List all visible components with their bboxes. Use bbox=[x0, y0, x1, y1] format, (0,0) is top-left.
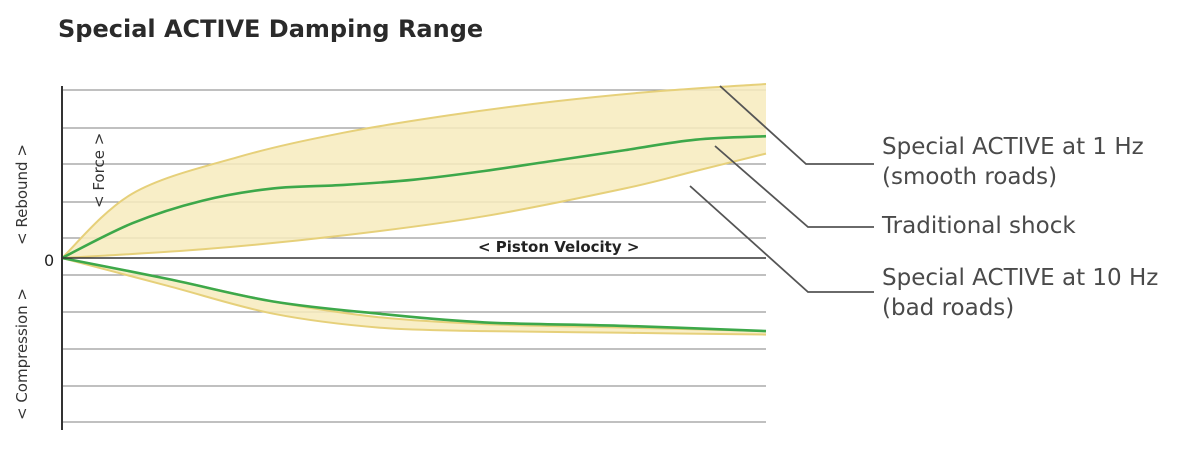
annotation-10hz: Special ACTIVE at 10 Hz (bad roads) bbox=[882, 265, 1158, 321]
traditional-shock-compression-line bbox=[61, 256, 767, 333]
annotation-1hz-line1: Special ACTIVE at 1 Hz bbox=[882, 134, 1144, 160]
rebound-label: < Rebound > bbox=[13, 144, 31, 245]
annotation-leaders bbox=[689, 85, 874, 293]
leader-line-1hz bbox=[719, 85, 874, 165]
annotation-traditional: Traditional shock bbox=[881, 213, 1076, 239]
chart-title: Special ACTIVE Damping Range bbox=[58, 15, 483, 43]
annotation-traditional-line1: Traditional shock bbox=[881, 213, 1076, 239]
traditional-shock-lines bbox=[61, 134, 767, 333]
axes bbox=[61, 86, 766, 430]
compression-band-upper-edge bbox=[61, 257, 767, 333]
leader-line-traditional bbox=[714, 145, 874, 228]
rebound-band-upper-edge bbox=[61, 83, 767, 259]
annotation-1hz: Special ACTIVE at 1 Hz (smooth roads) bbox=[882, 134, 1144, 190]
leader-line-10hz bbox=[689, 185, 874, 293]
rebound-damping-band bbox=[62, 84, 766, 258]
compression-label: < Compression > bbox=[13, 288, 31, 420]
annotation-1hz-line2: (smooth roads) bbox=[882, 164, 1057, 190]
force-axis-label: < Force > bbox=[90, 133, 108, 208]
piston-velocity-label: < Piston Velocity > bbox=[478, 238, 639, 256]
compression-band-lower-edge bbox=[61, 257, 767, 336]
annotation-10hz-line1: Special ACTIVE at 10 Hz bbox=[882, 265, 1158, 291]
zero-label: 0 bbox=[44, 251, 54, 270]
annotation-10hz-line2: (bad roads) bbox=[882, 295, 1014, 321]
traditional-shock-rebound-line bbox=[61, 134, 767, 260]
compression-damping-band bbox=[62, 258, 766, 335]
rebound-band-lower-edge bbox=[61, 152, 767, 259]
